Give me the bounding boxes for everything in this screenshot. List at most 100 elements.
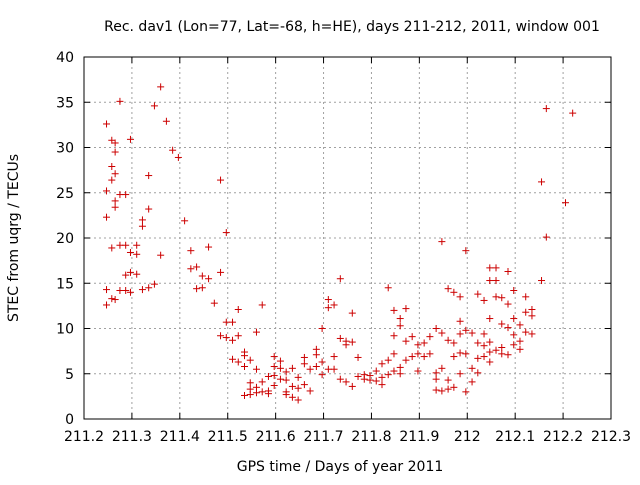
data-point [294,373,302,381]
data-point [438,238,446,246]
data-point [432,375,440,383]
plot-frame [83,56,612,420]
data-point [258,388,266,396]
data-point [450,383,458,391]
data-point [294,384,302,392]
data-point [133,270,141,278]
data-point [288,382,296,390]
data-point [504,351,512,359]
data-point [516,345,524,353]
data-point [474,354,482,362]
y-tick-labels: 0 5 10 15 20 25 30 35 40 [56,50,74,428]
data-point [270,372,278,380]
data-point [198,284,206,292]
data-point [438,364,446,372]
data-point [138,286,146,294]
x-tick-label: 211.8 [351,429,391,445]
data-point [217,176,225,184]
data-point [456,349,464,357]
data-point [318,371,326,379]
y-tick-label: 20 [56,231,74,247]
data-point [492,277,500,285]
data-point [528,312,536,320]
data-point [486,348,494,356]
data-point [126,248,134,256]
data-point [408,333,416,341]
data-point [330,365,338,373]
data-point [103,286,111,294]
data-point [360,375,368,383]
data-point [330,353,338,361]
data-point [542,233,550,241]
data-point [480,353,488,361]
data-point [498,294,506,302]
data-point [150,102,158,110]
data-point [318,325,326,332]
data-point [288,393,296,401]
data-point [378,360,386,368]
data-point [450,288,458,296]
data-point [246,356,254,364]
data-point [426,333,434,341]
data-point [504,300,512,308]
data-point [348,338,356,346]
data-point [348,309,356,317]
data-point [510,341,518,349]
data-point [217,332,225,340]
data-point [444,336,452,344]
y-tick-label: 15 [56,276,74,292]
data-point [240,363,248,371]
data-point [342,378,350,386]
data-point [569,109,577,117]
data-point [145,284,153,292]
data-point [342,341,350,349]
data-point [504,324,512,332]
data-point [103,187,111,195]
data-point [174,153,182,161]
data-point [330,301,338,309]
data-point [276,364,284,372]
x-axis-label: GPS time / Days of year 2011 [237,459,444,475]
data-point [498,344,506,352]
data-point [474,290,482,298]
data-point [318,358,326,366]
data-point [378,373,386,381]
data-point [444,285,452,293]
data-point [193,263,201,271]
data-point [414,350,422,358]
data-point [456,317,464,325]
data-point [426,350,434,358]
data-point [468,329,476,337]
data-point [108,176,116,184]
data-point [111,197,119,205]
data-point [348,382,356,390]
data-point [538,277,546,285]
data-point [205,275,213,283]
data-point [108,295,116,303]
data-point [522,308,530,316]
data-point [126,288,134,296]
data-point [432,386,440,394]
x-tick-label: 212.1 [495,429,535,445]
data-point [538,178,546,186]
data-point [103,213,111,221]
grid [84,57,611,419]
data-point [561,199,569,207]
data-point [516,321,524,329]
data-point [432,369,440,377]
data-point [133,241,141,249]
x-tick-label: 211.7 [303,429,343,445]
data-point [438,387,446,395]
data-points [103,83,577,404]
data-point [462,247,470,255]
data-point [229,318,237,326]
data-point [336,375,344,383]
data-point [492,264,500,272]
data-point [468,364,476,372]
data-point [396,370,404,378]
data-point [542,105,550,113]
y-tick-label: 25 [56,186,74,202]
data-point [234,358,242,366]
data-point [420,339,428,347]
